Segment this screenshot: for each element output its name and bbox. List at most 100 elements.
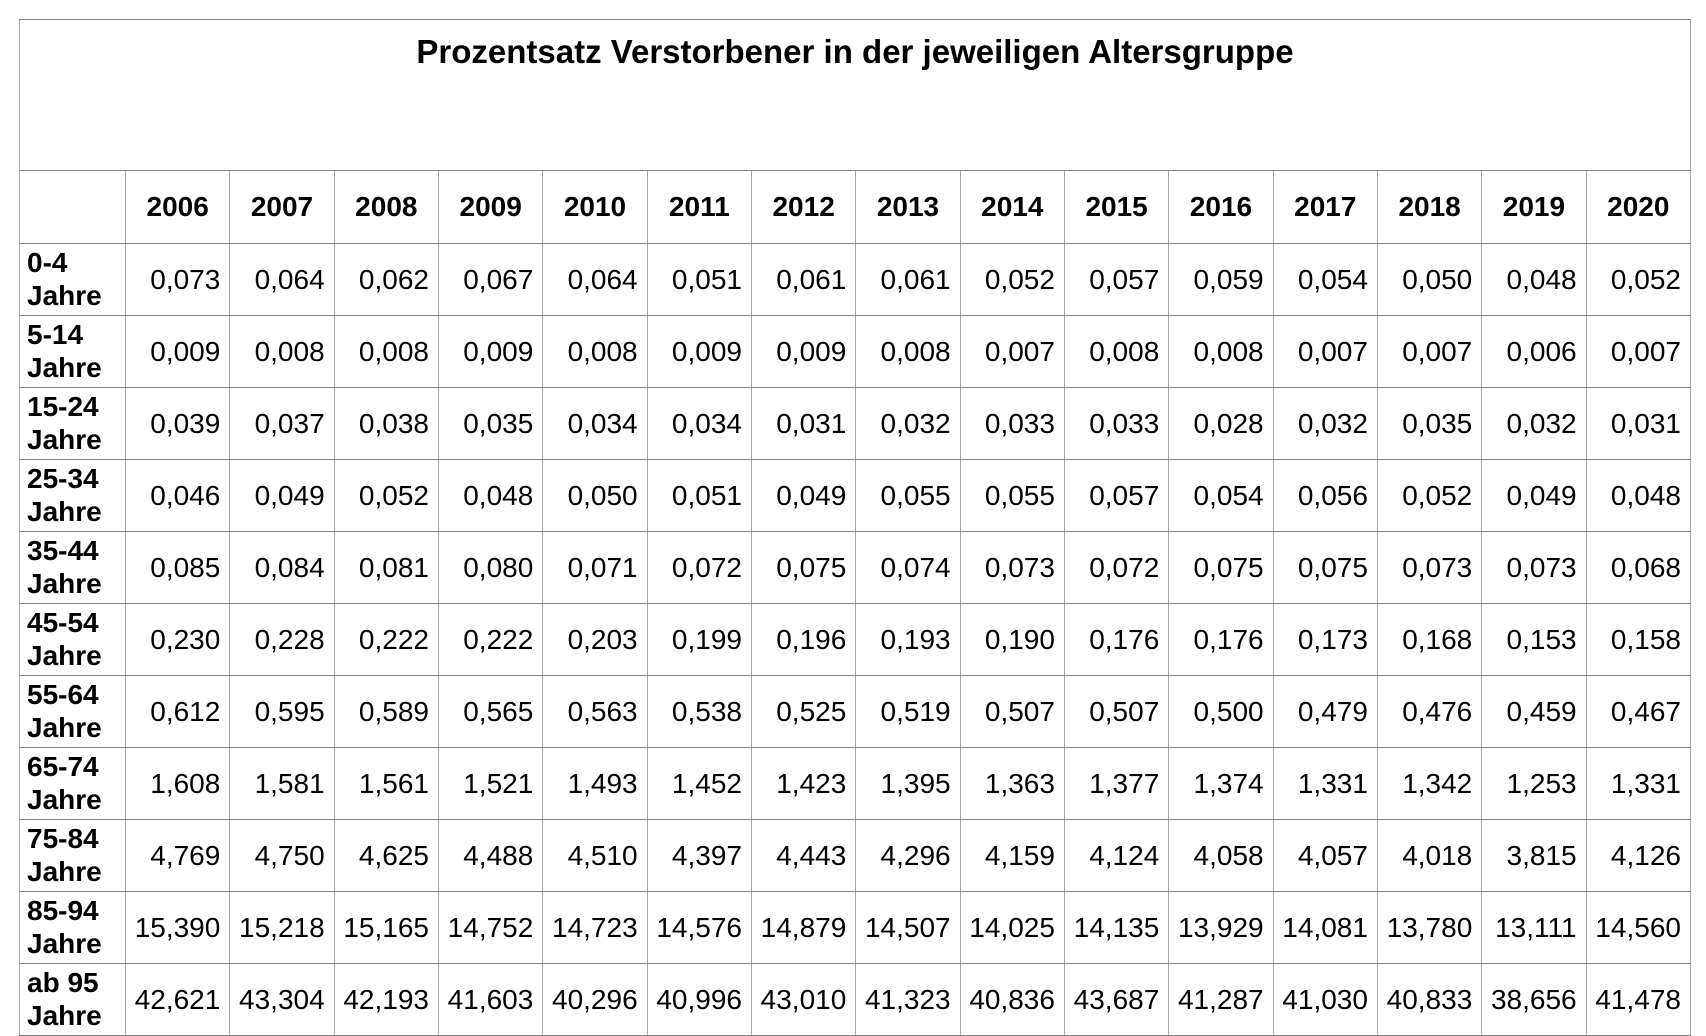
- value-cell: 0,059: [1168, 243, 1274, 316]
- value-cell: 0,075: [1272, 531, 1378, 604]
- value-cell: 4,296: [855, 819, 961, 892]
- value-cell: 14,723: [542, 891, 648, 964]
- value-cell: 0,476: [1376, 675, 1483, 748]
- value-cell: 0,031: [1585, 387, 1692, 460]
- value-cell: 0,519: [855, 675, 961, 748]
- table-row: 5-14 Jahre 0,009 0,008 0,008 0,009 0,008 0,009…: [19, 315, 1692, 388]
- value-cell: 0,035: [437, 387, 544, 460]
- value-cell: 14,560: [1585, 891, 1692, 964]
- value-cell: 43,687: [1063, 963, 1170, 1036]
- value-cell: 0,028: [1168, 387, 1274, 460]
- value-cell: 1,493: [542, 747, 648, 820]
- value-cell: 0,037: [229, 387, 335, 460]
- value-cell: 1,331: [1272, 747, 1378, 820]
- value-cell: 0,196: [750, 603, 857, 676]
- value-cell: 4,058: [1168, 819, 1274, 892]
- value-cell: 0,064: [229, 243, 335, 316]
- value-cell: 0,009: [437, 315, 544, 388]
- value-cell: 0,052: [1585, 243, 1692, 316]
- value-cell: 4,018: [1376, 819, 1483, 892]
- value-cell: 40,833: [1376, 963, 1483, 1036]
- value-cell: 0,049: [750, 459, 857, 532]
- year-header-2009: 2009: [437, 170, 544, 244]
- value-cell: 40,996: [646, 963, 752, 1036]
- value-cell: 0,008: [542, 315, 648, 388]
- year-header-2011: 2011: [646, 170, 752, 244]
- value-cell: 4,397: [646, 819, 752, 892]
- value-cell: 0,055: [959, 459, 1065, 532]
- value-cell: 0,075: [750, 531, 857, 604]
- value-cell: 0,190: [959, 603, 1065, 676]
- age-group-label: 15-24 Jahre: [19, 387, 126, 460]
- value-cell: 0,054: [1168, 459, 1274, 532]
- value-cell: 0,467: [1585, 675, 1692, 748]
- value-cell: 0,057: [1063, 243, 1170, 316]
- value-cell: 4,124: [1063, 819, 1170, 892]
- value-cell: 13,111: [1481, 891, 1587, 964]
- value-cell: 0,064: [542, 243, 648, 316]
- value-cell: 0,203: [542, 603, 648, 676]
- age-group-label: 45-54 Jahre: [19, 603, 126, 676]
- value-cell: 0,072: [646, 531, 752, 604]
- year-header-2019: 2019: [1481, 170, 1587, 244]
- value-cell: 0,061: [855, 243, 961, 316]
- value-cell: 0,034: [542, 387, 648, 460]
- value-cell: 4,625: [333, 819, 439, 892]
- value-cell: 0,193: [855, 603, 961, 676]
- age-group-label: ab 95 Jahre: [19, 963, 126, 1036]
- year-header-row: 2006 2007 2008 2009 2010 2011 2012 2013 2014 2015…: [19, 170, 1692, 244]
- year-header-2020: 2020: [1585, 170, 1692, 244]
- value-cell: 4,769: [124, 819, 231, 892]
- value-cell: 0,612: [124, 675, 231, 748]
- value-cell: 1,395: [855, 747, 961, 820]
- age-group-label: 85-94 Jahre: [19, 891, 126, 964]
- value-cell: 0,039: [124, 387, 231, 460]
- age-group-label: 65-74 Jahre: [19, 747, 126, 820]
- value-cell: 0,230: [124, 603, 231, 676]
- table-body: 0-4 Jahre 0,073 0,064 0,062 0,067 0,064 0,051 0…: [19, 243, 1692, 1036]
- value-cell: 0,052: [959, 243, 1065, 316]
- value-cell: 14,879: [750, 891, 857, 964]
- value-cell: 4,443: [750, 819, 857, 892]
- value-cell: 0,176: [1063, 603, 1170, 676]
- year-header-2008: 2008: [333, 170, 439, 244]
- value-cell: 41,287: [1168, 963, 1274, 1036]
- value-cell: 0,062: [333, 243, 439, 316]
- value-cell: 4,126: [1585, 819, 1692, 892]
- value-cell: 1,253: [1481, 747, 1587, 820]
- age-group-label: 5-14 Jahre: [19, 315, 126, 388]
- table-row: 65-74 Jahre 1,608 1,581 1,561 1,521 1,493 1,45…: [19, 747, 1692, 820]
- value-cell: 0,033: [1063, 387, 1170, 460]
- value-cell: 1,363: [959, 747, 1065, 820]
- value-cell: 0,009: [124, 315, 231, 388]
- value-cell: 42,621: [124, 963, 231, 1036]
- value-cell: 0,006: [1481, 315, 1587, 388]
- value-cell: 1,452: [646, 747, 752, 820]
- value-cell: 0,009: [646, 315, 752, 388]
- value-cell: 15,165: [333, 891, 439, 964]
- value-cell: 0,035: [1376, 387, 1483, 460]
- value-cell: 41,478: [1585, 963, 1692, 1036]
- value-cell: 0,073: [1376, 531, 1483, 604]
- value-cell: 0,563: [542, 675, 648, 748]
- value-cell: 0,008: [1168, 315, 1274, 388]
- value-cell: 0,057: [1063, 459, 1170, 532]
- value-cell: 4,510: [542, 819, 648, 892]
- value-cell: 1,423: [750, 747, 857, 820]
- value-cell: 41,603: [437, 963, 544, 1036]
- value-cell: 0,008: [855, 315, 961, 388]
- value-cell: 0,046: [124, 459, 231, 532]
- value-cell: 1,331: [1585, 747, 1692, 820]
- value-cell: 0,007: [1376, 315, 1483, 388]
- value-cell: 1,561: [333, 747, 439, 820]
- value-cell: 0,048: [437, 459, 544, 532]
- title-row: Prozentsatz Verstorbener in der jeweilig…: [19, 19, 1691, 171]
- age-group-label: 55-64 Jahre: [19, 675, 126, 748]
- value-cell: 0,052: [1376, 459, 1483, 532]
- value-cell: 0,589: [333, 675, 439, 748]
- value-cell: 0,084: [229, 531, 335, 604]
- value-cell: 0,049: [229, 459, 335, 532]
- value-cell: 0,081: [333, 531, 439, 604]
- value-cell: 4,750: [229, 819, 335, 892]
- value-cell: 0,085: [124, 531, 231, 604]
